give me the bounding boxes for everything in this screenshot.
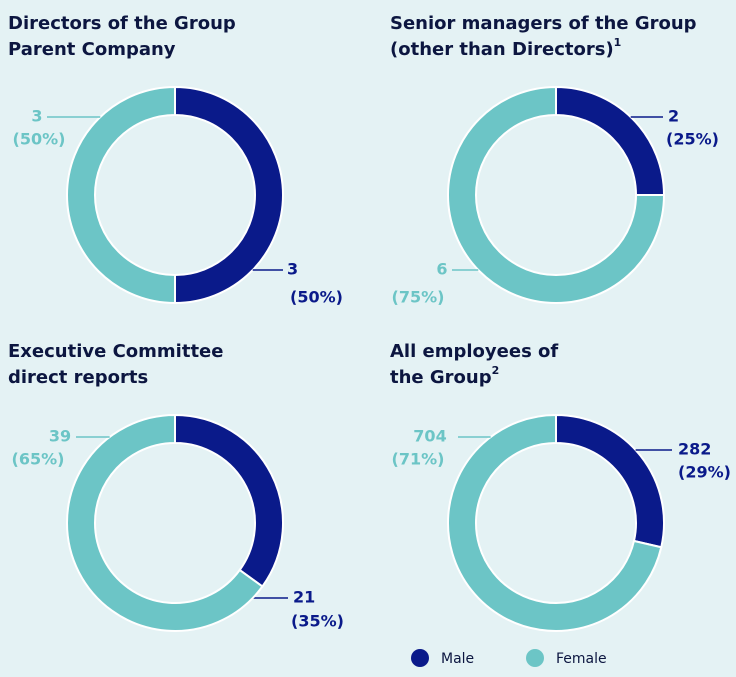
share-label: (65%) (12, 450, 65, 469)
value-label: 3 (31, 107, 42, 126)
chart-title: All employees of the Group2 (390, 341, 558, 388)
title-line: Executive Committee (8, 341, 223, 362)
title-line: Parent Company (8, 39, 176, 60)
title-line: Directors of the Group (8, 13, 236, 34)
donut-segment (66, 85, 176, 305)
share-label: (35%) (291, 612, 344, 631)
value-label: 21 (293, 588, 315, 607)
value-label: 2 (668, 107, 679, 126)
share-label: (71%) (392, 450, 445, 469)
title-line: Senior managers of the Group (390, 13, 697, 34)
donut-segment (66, 413, 264, 632)
share-label: (29%) (678, 463, 731, 482)
share-label: (25%) (666, 130, 719, 149)
value-label: 39 (49, 427, 71, 446)
donut-segment (174, 85, 284, 305)
title-note: 2 (492, 364, 500, 377)
legend-swatch (411, 649, 429, 667)
title-note: 1 (614, 36, 622, 49)
value-label: 282 (678, 440, 711, 459)
donut-segment (174, 413, 284, 588)
legend-label: Female (556, 651, 607, 667)
title-line: All employees of (390, 341, 558, 362)
chart-title: Senior managers of the Group (other than … (390, 13, 697, 60)
title-line: (other than Directors) (390, 39, 614, 60)
share-label: (75%) (392, 288, 445, 307)
share-label: (50%) (290, 288, 343, 307)
value-label: 3 (287, 260, 298, 279)
legend-label: Male (441, 651, 474, 667)
donut-segment (447, 413, 663, 632)
value-label: 704 (413, 427, 446, 446)
donut-segment (555, 85, 666, 196)
legend-swatch (526, 649, 544, 667)
chart-title: Executive Committee direct reports (8, 341, 223, 388)
title-line: direct reports (8, 367, 148, 388)
chart-title: Directors of the Group Parent Company (8, 13, 236, 60)
donut-segment (447, 85, 666, 304)
donut-segment (555, 413, 665, 549)
title-line: the Group (390, 367, 492, 388)
share-label: (50%) (13, 130, 66, 149)
value-label: 6 (436, 260, 447, 279)
